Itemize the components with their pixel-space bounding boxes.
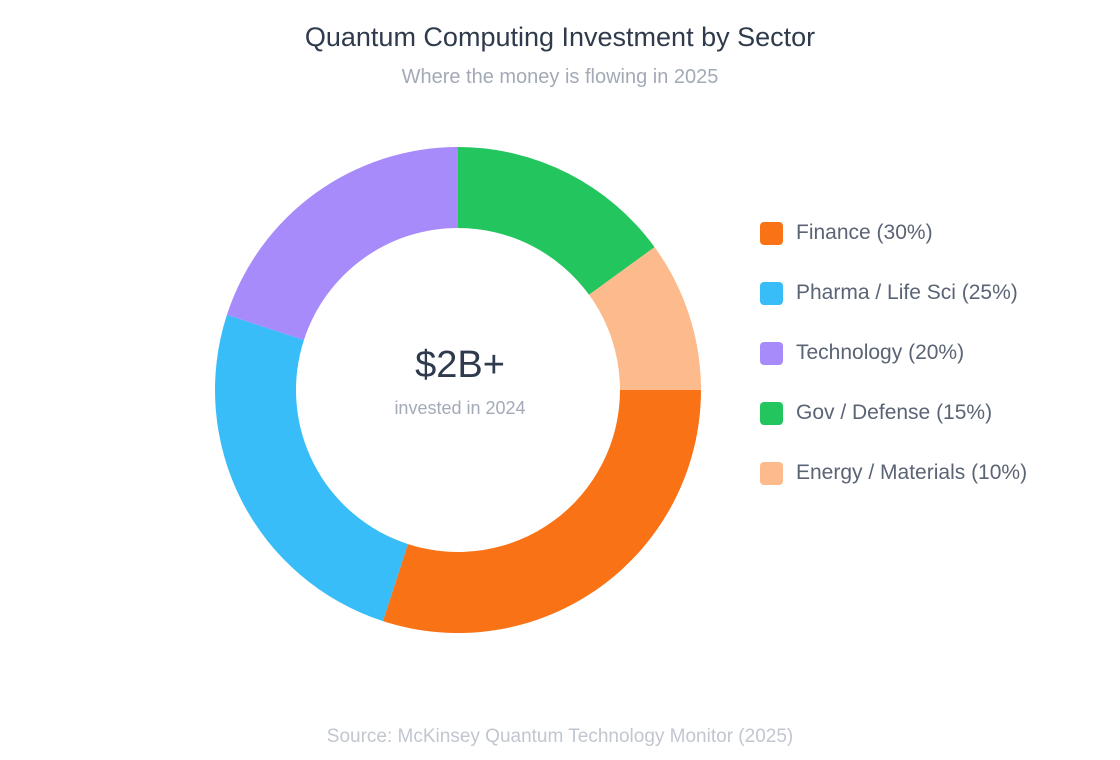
- chart-subtitle: Where the money is flowing in 2025: [401, 66, 719, 88]
- legend-swatch: [760, 221, 783, 245]
- donut-slice-finance: [382, 390, 701, 633]
- legend-item-energy-materials: Energy / Materials (10%): [760, 458, 1027, 488]
- donut-slice-gov: [458, 147, 655, 295]
- legend-label: Pharma / Life Sci (25%): [796, 281, 1018, 304]
- legend-item-technology: Technology (20%): [760, 338, 1027, 368]
- legend-swatch: [760, 461, 783, 485]
- legend-item-finance: Finance (30%): [760, 218, 1027, 248]
- source-note: Source: McKinsey Quantum Technology Moni…: [326, 726, 794, 747]
- legend-label: Technology (20%): [796, 341, 965, 364]
- legend-swatch: [760, 341, 783, 365]
- center-total-caption: invested in 2024: [394, 398, 526, 418]
- donut-slice-technology: [226, 147, 458, 340]
- legend-item-pharma: Pharma / Life Sci (25%): [760, 278, 1027, 308]
- legend-label: Gov / Defense (15%): [796, 401, 993, 424]
- legend-swatch: [760, 401, 783, 425]
- legend-label: Energy / Materials (10%): [796, 461, 1028, 484]
- donut-slice-energy: [589, 247, 701, 390]
- chart-title: Quantum Computing Investment by Sector: [304, 22, 816, 52]
- donut-slice-pharma: [214, 314, 408, 622]
- legend-item-gov-defense: Gov / Defense (15%): [760, 398, 1027, 428]
- center-total-value: $2B+: [415, 344, 505, 386]
- legend-label: Finance (30%): [796, 221, 933, 244]
- legend-swatch: [760, 281, 783, 305]
- chart-legend: Finance (30%) Pharma / Life Sci (25%) Te…: [760, 218, 1027, 518]
